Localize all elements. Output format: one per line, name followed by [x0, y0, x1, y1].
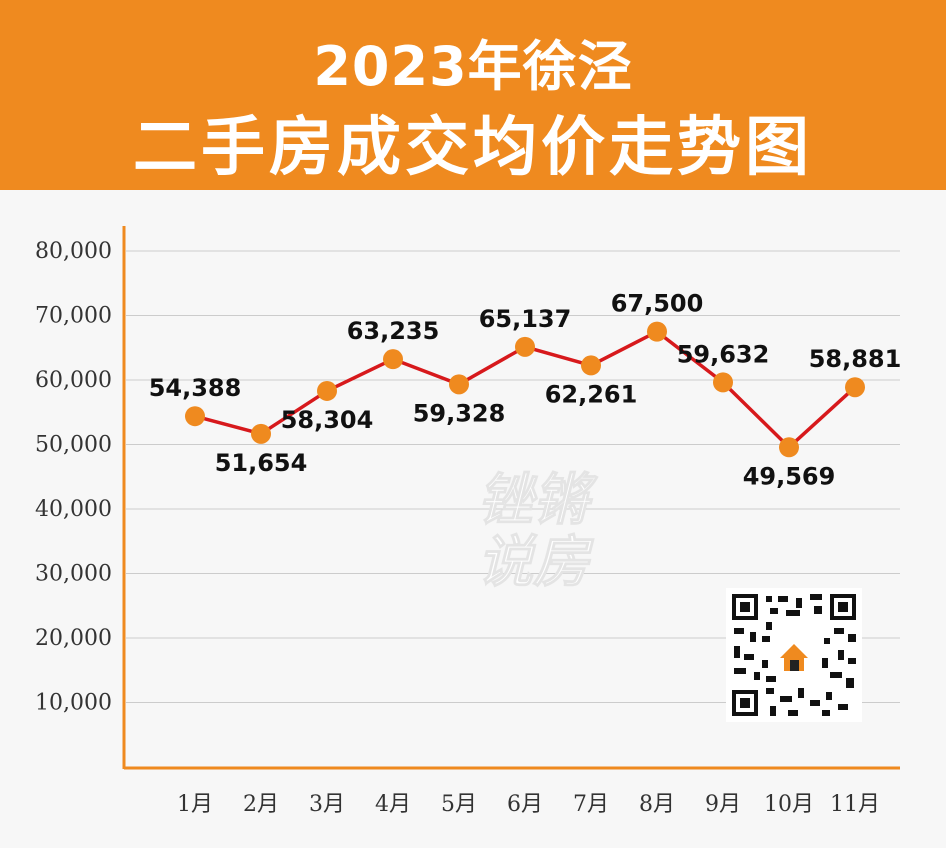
x-tick-label: 1月 [177, 792, 213, 817]
data-label: 54,388 [149, 374, 242, 402]
data-label: 67,500 [611, 290, 704, 318]
qr-code[interactable] [726, 588, 862, 722]
data-point [317, 380, 337, 401]
y-tick-label: 60,000 [35, 368, 112, 393]
data-point [515, 336, 535, 357]
x-tick-label: 2月 [243, 792, 279, 817]
line-chart: 10,000 20,000 30,000 40,000 50,000 60,000 70,0… [35, 226, 902, 817]
data-point [449, 374, 469, 395]
x-tick-label: 8月 [639, 792, 675, 817]
page-title-line1: 2023年徐泾 [313, 35, 633, 98]
data-label: 58,304 [281, 406, 374, 434]
qr-code-graphic [732, 594, 856, 716]
y-tick-label: 70,000 [35, 304, 112, 329]
x-tick-label: 9月 [705, 792, 741, 817]
data-label: 59,328 [413, 399, 506, 427]
data-label: 63,235 [347, 317, 440, 345]
y-tick-label: 50,000 [35, 433, 112, 458]
data-label: 62,261 [545, 380, 638, 408]
watermark: 锉锵 说房 [448, 468, 618, 595]
x-tick-label: 6月 [507, 792, 543, 817]
x-tick-label: 5月 [441, 792, 477, 817]
x-tick-label: 4月 [375, 792, 411, 817]
watermark-line2: 说房 [477, 530, 590, 595]
data-label: 51,654 [215, 449, 308, 477]
data-label: 65,137 [479, 305, 572, 333]
data-point [713, 372, 733, 393]
watermark-line1: 锉锵 [477, 468, 590, 533]
data-point [779, 437, 799, 458]
data-point [581, 355, 601, 376]
data-point [185, 406, 205, 427]
data-label: 58,881 [809, 345, 902, 373]
x-tick-label: 10月 [764, 792, 814, 817]
y-tick-label: 80,000 [35, 239, 112, 264]
page-title-line2: 二手房成交均价走势图 [133, 111, 813, 185]
data-label: 49,569 [743, 462, 836, 490]
x-tick-label: 11月 [830, 792, 880, 817]
y-tick-label: 30,000 [35, 562, 112, 587]
data-label: 59,632 [677, 340, 770, 368]
y-tick-label: 20,000 [35, 626, 112, 651]
y-tick-label: 40,000 [35, 497, 112, 522]
y-tick-label: 10,000 [35, 691, 112, 716]
data-point [383, 349, 403, 370]
data-point [251, 423, 271, 444]
title-banner: 2023年徐泾 二手房成交均价走势图 [0, 0, 946, 190]
data-point [845, 377, 865, 398]
data-point [647, 321, 667, 342]
x-tick-label: 7月 [573, 792, 609, 817]
x-tick-label: 3月 [309, 792, 345, 817]
